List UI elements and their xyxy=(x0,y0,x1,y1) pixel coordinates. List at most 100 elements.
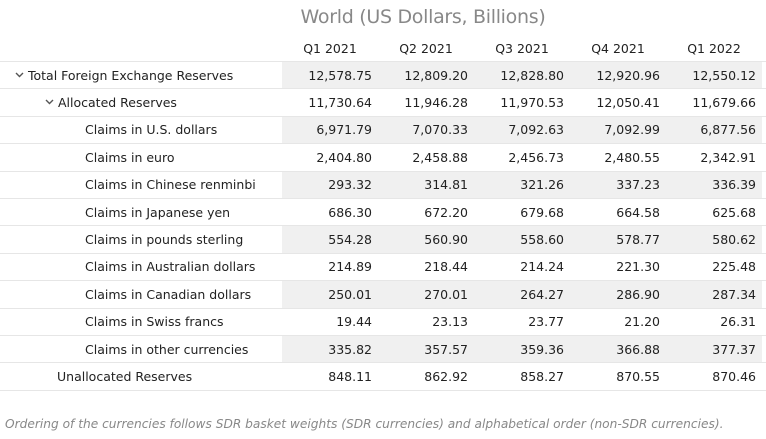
value-cell: 870.46 xyxy=(712,368,756,384)
row-label-text: Claims in U.S. dollars xyxy=(85,122,218,138)
value-cell: 870.55 xyxy=(616,368,660,384)
row-label-text: Claims in Chinese renminbi xyxy=(85,177,256,193)
value-cell: 558.60 xyxy=(474,226,570,253)
column-header-q1-2022[interactable]: Q1 2022 xyxy=(687,40,741,56)
table-row: Claims in Canadian dollars 250.01 270.01 26… xyxy=(0,281,766,309)
value-cell: 2,342.91 xyxy=(700,149,756,165)
value-cell: 359.36 xyxy=(474,335,570,363)
row-label-text: Claims in euro xyxy=(85,149,175,165)
table-row: Claims in U.S. dollars 6,971.79 7,070.33 7,… xyxy=(0,116,766,145)
value-cell: 686.30 xyxy=(328,204,372,220)
row-label: Claims in Chinese renminbi xyxy=(0,172,365,198)
row-label: Claims in pounds sterling xyxy=(0,226,365,252)
value-cell: 554.28 xyxy=(282,226,378,253)
value-cell: 11,730.64 xyxy=(308,95,372,111)
value-cell: 336.39 xyxy=(666,171,762,198)
row-label-text: Claims in other currencies xyxy=(85,341,249,357)
value-cell: 664.58 xyxy=(616,204,660,220)
table-body: Total Foreign Exchange Reserves 12,578.75… xyxy=(0,62,766,391)
row-label-text: Total Foreign Exchange Reserves xyxy=(28,67,234,83)
value-cell: 7,092.63 xyxy=(474,116,570,144)
value-cell: 2,458.88 xyxy=(412,149,468,165)
value-cell: 12,050.41 xyxy=(596,95,660,111)
value-cell: 357.57 xyxy=(378,335,474,363)
value-cell: 287.34 xyxy=(666,281,762,308)
table-title: World (US Dollars, Billions) xyxy=(300,6,546,28)
value-cell: 250.01 xyxy=(282,281,378,308)
row-label: Claims in Swiss francs xyxy=(0,309,365,335)
chevron-down-icon[interactable] xyxy=(42,97,56,108)
row-label: Claims in Australian dollars xyxy=(0,254,365,280)
row-label: Total Foreign Exchange Reserves xyxy=(0,62,292,88)
value-cell: 858.27 xyxy=(520,368,564,384)
value-cell: 7,070.33 xyxy=(378,116,474,144)
value-cell: 560.90 xyxy=(378,226,474,253)
value-cell: 21.20 xyxy=(624,314,660,330)
value-cell: 314.81 xyxy=(378,171,474,198)
value-cell: 11,970.53 xyxy=(500,95,564,111)
value-cell: 286.90 xyxy=(570,281,666,308)
column-header-q3-2021[interactable]: Q3 2021 xyxy=(495,40,549,56)
row-label-text: Claims in Canadian dollars xyxy=(85,286,252,302)
value-cell: 218.44 xyxy=(424,259,468,275)
row-label: Claims in euro xyxy=(0,144,365,170)
value-cell: 12,828.80 xyxy=(474,62,570,89)
row-label: Claims in other currencies xyxy=(0,336,365,362)
value-cell: 377.37 xyxy=(666,335,762,363)
value-cell: 337.23 xyxy=(570,171,666,198)
table-row: Total Foreign Exchange Reserves 12,578.75… xyxy=(0,62,766,90)
value-cell: 848.11 xyxy=(328,368,372,384)
value-cell: 335.82 xyxy=(282,335,378,363)
table-row: Claims in other currencies 335.82 357.57 35… xyxy=(0,335,766,364)
value-cell: 19.44 xyxy=(336,314,372,330)
row-label: Claims in Japanese yen xyxy=(0,199,365,225)
table-row: Claims in pounds sterling 554.28 560.90 558… xyxy=(0,226,766,254)
table-row: Unallocated Reserves 848.11 862.92 858.27 87… xyxy=(0,363,766,391)
chevron-down-icon[interactable] xyxy=(12,70,26,81)
table-row: Claims in Swiss francs 19.44 23.13 23.77 21.… xyxy=(0,309,766,336)
table-row: Allocated Reserves 11,730.64 11,946.28 11,9… xyxy=(0,89,766,117)
column-header-q1-2021[interactable]: Q1 2021 xyxy=(303,40,357,56)
row-label-text: Allocated Reserves xyxy=(58,95,177,111)
value-cell: 270.01 xyxy=(378,281,474,308)
value-cell: 862.92 xyxy=(424,368,468,384)
value-cell: 214.24 xyxy=(520,259,564,275)
table-row: Claims in Australian dollars 214.89 218.44… xyxy=(0,254,766,282)
value-cell: 11,679.66 xyxy=(692,95,756,111)
value-cell: 2,456.73 xyxy=(508,149,564,165)
value-cell: 221.30 xyxy=(616,259,660,275)
value-cell: 672.20 xyxy=(424,204,468,220)
header-label-cell xyxy=(0,35,280,61)
value-cell: 12,550.12 xyxy=(666,62,762,89)
column-header-q4-2021[interactable]: Q4 2021 xyxy=(591,40,645,56)
value-cell: 321.26 xyxy=(474,171,570,198)
value-cell: 578.77 xyxy=(570,226,666,253)
value-cell: 580.62 xyxy=(666,226,762,253)
table-row: Claims in Japanese yen 686.30 672.20 679.68… xyxy=(0,199,766,227)
row-label: Unallocated Reserves xyxy=(0,363,337,389)
value-cell: 225.48 xyxy=(712,259,756,275)
value-cell: 12,920.96 xyxy=(570,62,666,89)
row-label: Claims in Canadian dollars xyxy=(0,281,365,307)
row-label: Allocated Reserves xyxy=(0,89,322,115)
row-label-text: Claims in Swiss francs xyxy=(85,314,224,330)
value-cell: 26.31 xyxy=(720,314,756,330)
reserves-table: Q1 2021 Q2 2021 Q3 2021 Q4 2021 Q1 2022 … xyxy=(0,35,766,391)
column-header-q2-2021[interactable]: Q2 2021 xyxy=(399,40,453,56)
value-cell: 214.89 xyxy=(328,259,372,275)
value-cell: 264.27 xyxy=(474,281,570,308)
value-cell: 366.88 xyxy=(570,335,666,363)
value-cell: 12,809.20 xyxy=(378,62,474,89)
row-label: Claims in U.S. dollars xyxy=(0,117,365,143)
row-label-text: Claims in pounds sterling xyxy=(85,232,244,248)
value-cell: 23.13 xyxy=(432,314,468,330)
row-label-text: Claims in Australian dollars xyxy=(85,259,256,275)
value-cell: 2,404.80 xyxy=(316,149,372,165)
value-cell: 2,480.55 xyxy=(604,149,660,165)
value-cell: 625.68 xyxy=(712,204,756,220)
value-cell: 11,946.28 xyxy=(404,95,468,111)
value-cell: 7,092.99 xyxy=(570,116,666,144)
row-label-text: Unallocated Reserves xyxy=(57,368,193,384)
value-cell: 679.68 xyxy=(520,204,564,220)
header-row: Q1 2021 Q2 2021 Q3 2021 Q4 2021 Q1 2022 xyxy=(0,35,766,62)
